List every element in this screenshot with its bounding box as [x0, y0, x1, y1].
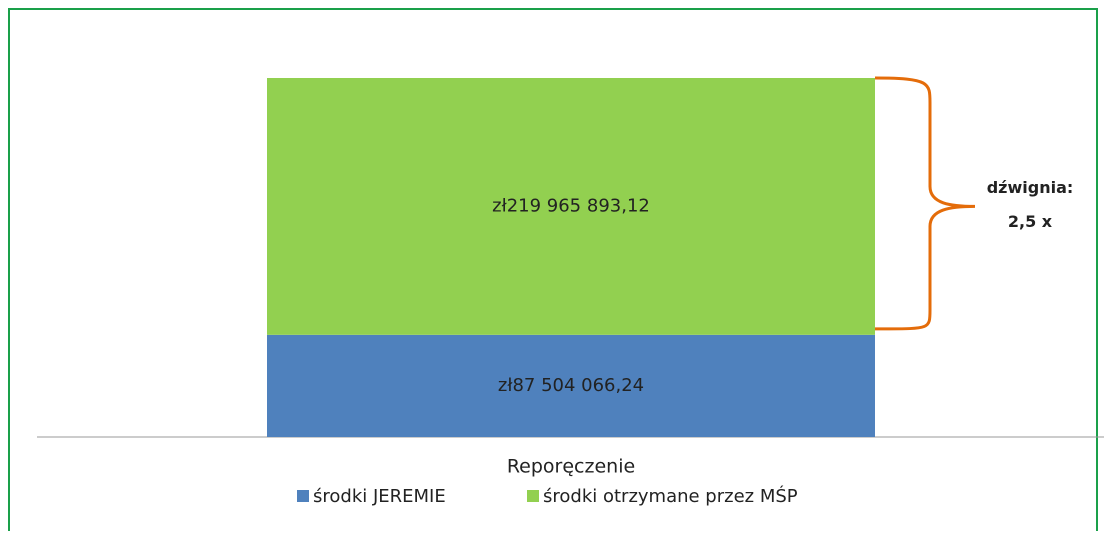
x-tick-label: Reporęczenie: [507, 456, 635, 478]
value-label: zł219 965 893,12: [492, 195, 650, 216]
frame: [8, 8, 1098, 535]
legend-label: środki JEREMIE: [313, 486, 446, 507]
annotation: dźwignia:: [987, 178, 1074, 197]
bar-segment: [267, 78, 875, 335]
value-label: zł87 504 066,24: [498, 375, 644, 396]
legend-swatch: [527, 490, 539, 502]
bar-segment: [267, 334, 875, 437]
legend-label: środki otrzymane przez MŚP: [543, 485, 798, 507]
legend-swatch: [297, 490, 309, 502]
brace: [874, 76, 976, 331]
annotation: 2,5 x: [1008, 212, 1053, 231]
